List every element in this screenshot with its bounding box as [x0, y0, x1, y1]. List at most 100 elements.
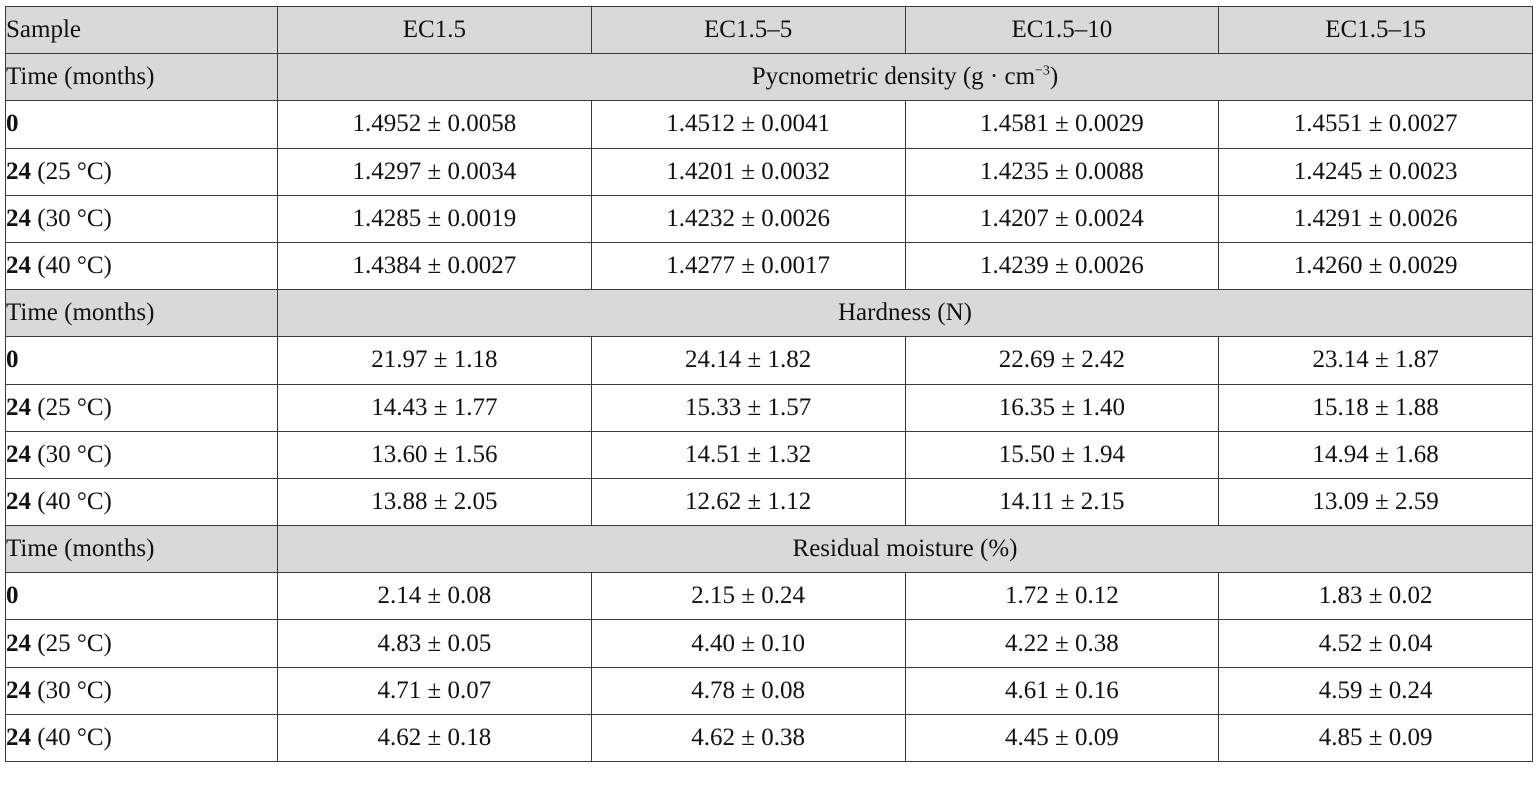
value-cell: 15.33 ± 1.57	[590, 383, 906, 432]
value-cell: 1.4512 ± 0.0041	[590, 100, 906, 149]
storage-temperature: (40 °C)	[31, 487, 112, 515]
time-cell: 24 (25 °C)	[5, 147, 278, 196]
time-cell: 24 (30 °C)	[5, 194, 278, 243]
time-months-label: Time (months)	[5, 289, 278, 338]
time-value: 24	[6, 252, 31, 280]
value-cell: 1.4245 ± 0.0023	[1218, 147, 1533, 196]
value-cell: 15.50 ± 1.94	[904, 430, 1220, 479]
value-cell: 12.62 ± 1.12	[590, 477, 906, 527]
storage-temperature: (25 °C)	[31, 393, 112, 421]
value-cell: 13.88 ± 2.05	[277, 477, 592, 527]
table-row: 24 (40 °C) 13.88 ± 2.05 12.62 ± 1.12 14.11 …	[5, 477, 1533, 527]
storage-temperature: (30 °C)	[31, 204, 112, 232]
section-title-text: Pycnometric density (g · cm	[751, 63, 1036, 91]
value-cell: 1.4285 ± 0.0019	[277, 194, 592, 243]
value-cell: 1.4235 ± 0.0088	[904, 147, 1220, 196]
value-cell: 1.4201 ± 0.0032	[590, 147, 906, 196]
header-row: Sample EC1.5 EC1.5–5 EC1.5–10 EC1.5–15	[5, 5, 1533, 55]
time-cell: 24 (30 °C)	[5, 666, 278, 715]
time-cell: 24 (40 °C)	[5, 477, 278, 527]
value-cell: 14.51 ± 1.32	[590, 430, 906, 479]
table-row: 24 (25 °C) 14.43 ± 1.77 15.33 ± 1.57 16.35 …	[5, 383, 1533, 432]
section-title-text: Residual moisture (%)	[792, 535, 1018, 563]
column-header: EC1.5–10	[904, 5, 1220, 55]
section-title: Hardness (N)	[277, 289, 1533, 338]
time-cell: 24 (40 °C)	[5, 241, 278, 291]
value-cell: 4.59 ± 0.24	[1218, 666, 1533, 715]
table-body: Time (months) Pycnometric density (g · cm…	[5, 53, 1533, 763]
time-value: 24	[6, 440, 31, 468]
section-header-row: Time (months) Hardness (N)	[5, 289, 1533, 338]
value-cell: 22.69 ± 2.42	[904, 336, 1220, 385]
value-cell: 13.09 ± 2.59	[1218, 477, 1533, 527]
time-months-label: Time (months)	[5, 525, 278, 574]
value-cell: 4.83 ± 0.05	[277, 619, 592, 668]
time-value: 0	[6, 110, 19, 138]
value-cell: 24.14 ± 1.82	[590, 336, 906, 385]
value-cell: 1.4952 ± 0.0058	[277, 100, 592, 149]
value-cell: 1.4291 ± 0.0026	[1218, 194, 1533, 243]
value-cell: 14.94 ± 1.68	[1218, 430, 1533, 479]
value-cell: 13.60 ± 1.56	[277, 430, 592, 479]
time-value: 0	[6, 346, 19, 374]
value-cell: 4.61 ± 0.16	[904, 666, 1220, 715]
value-cell: 14.43 ± 1.77	[277, 383, 592, 432]
value-cell: 1.72 ± 0.12	[904, 572, 1220, 621]
sample-header: Sample	[5, 5, 278, 55]
value-cell: 1.4384 ± 0.0027	[277, 241, 592, 291]
table-row: 24 (30 °C) 1.4285 ± 0.0019 1.4232 ± 0.0026…	[5, 194, 1533, 243]
time-cell: 0	[5, 100, 278, 149]
section-title-superscript: −3	[1035, 63, 1050, 79]
storage-temperature: (30 °C)	[31, 676, 112, 704]
value-cell: 1.4551 ± 0.0027	[1218, 100, 1533, 149]
time-value: 24	[6, 723, 31, 751]
section-title: Residual moisture (%)	[277, 525, 1533, 574]
value-cell: 15.18 ± 1.88	[1218, 383, 1533, 432]
value-cell: 1.4239 ± 0.0026	[904, 241, 1220, 291]
time-cell: 24 (40 °C)	[5, 713, 278, 763]
table-row: 0 2.14 ± 0.08 2.15 ± 0.24 1.72 ± 0.12 1.83 ±…	[5, 572, 1533, 621]
value-cell: 14.11 ± 2.15	[904, 477, 1220, 527]
value-cell: 2.14 ± 0.08	[277, 572, 592, 621]
time-cell: 24 (30 °C)	[5, 430, 278, 479]
value-cell: 1.4207 ± 0.0024	[904, 194, 1220, 243]
table-row: 24 (25 °C) 1.4297 ± 0.0034 1.4201 ± 0.0032…	[5, 147, 1533, 196]
column-header: EC1.5–15	[1218, 5, 1533, 55]
value-cell: 1.4297 ± 0.0034	[277, 147, 592, 196]
value-cell: 4.52 ± 0.04	[1218, 619, 1533, 668]
value-cell: 4.62 ± 0.18	[277, 713, 592, 763]
time-value: 24	[6, 629, 31, 657]
storage-temperature: (30 °C)	[31, 440, 112, 468]
value-cell: 2.15 ± 0.24	[590, 572, 906, 621]
value-cell: 1.83 ± 0.02	[1218, 572, 1533, 621]
time-value: 24	[6, 676, 31, 704]
time-value: 0	[6, 582, 19, 610]
value-cell: 21.97 ± 1.18	[277, 336, 592, 385]
value-cell: 4.22 ± 0.38	[904, 619, 1220, 668]
time-cell: 0	[5, 336, 278, 385]
value-cell: 1.4260 ± 0.0029	[1218, 241, 1533, 291]
storage-temperature: (25 °C)	[31, 157, 112, 185]
section-title-text: Hardness (N)	[838, 299, 972, 327]
value-cell: 1.4277 ± 0.0017	[590, 241, 906, 291]
section-title-end: )	[1049, 63, 1059, 91]
value-cell: 23.14 ± 1.87	[1218, 336, 1533, 385]
value-cell: 4.71 ± 0.07	[277, 666, 592, 715]
data-table: Sample EC1.5 EC1.5–5 EC1.5–10 EC1.5–15 T…	[5, 5, 1533, 763]
column-header: EC1.5–5	[590, 5, 906, 55]
time-value: 24	[6, 393, 31, 421]
storage-temperature: (40 °C)	[31, 723, 112, 751]
column-header: EC1.5	[277, 5, 592, 55]
time-cell: 24 (25 °C)	[5, 619, 278, 668]
table-row: 24 (40 °C) 4.62 ± 0.18 4.62 ± 0.38 4.45 ± 0…	[5, 713, 1533, 763]
section-header-row: Time (months) Pycnometric density (g · cm…	[5, 53, 1533, 102]
time-value: 24	[6, 204, 31, 232]
time-months-label: Time (months)	[5, 53, 278, 102]
table-row: 0 21.97 ± 1.18 24.14 ± 1.82 22.69 ± 2.42 23.…	[5, 336, 1533, 385]
section-header-row: Time (months) Residual moisture (%)	[5, 525, 1533, 574]
value-cell: 1.4581 ± 0.0029	[904, 100, 1220, 149]
time-cell: 0	[5, 572, 278, 621]
value-cell: 4.62 ± 0.38	[590, 713, 906, 763]
time-cell: 24 (25 °C)	[5, 383, 278, 432]
value-cell: 1.4232 ± 0.0026	[590, 194, 906, 243]
